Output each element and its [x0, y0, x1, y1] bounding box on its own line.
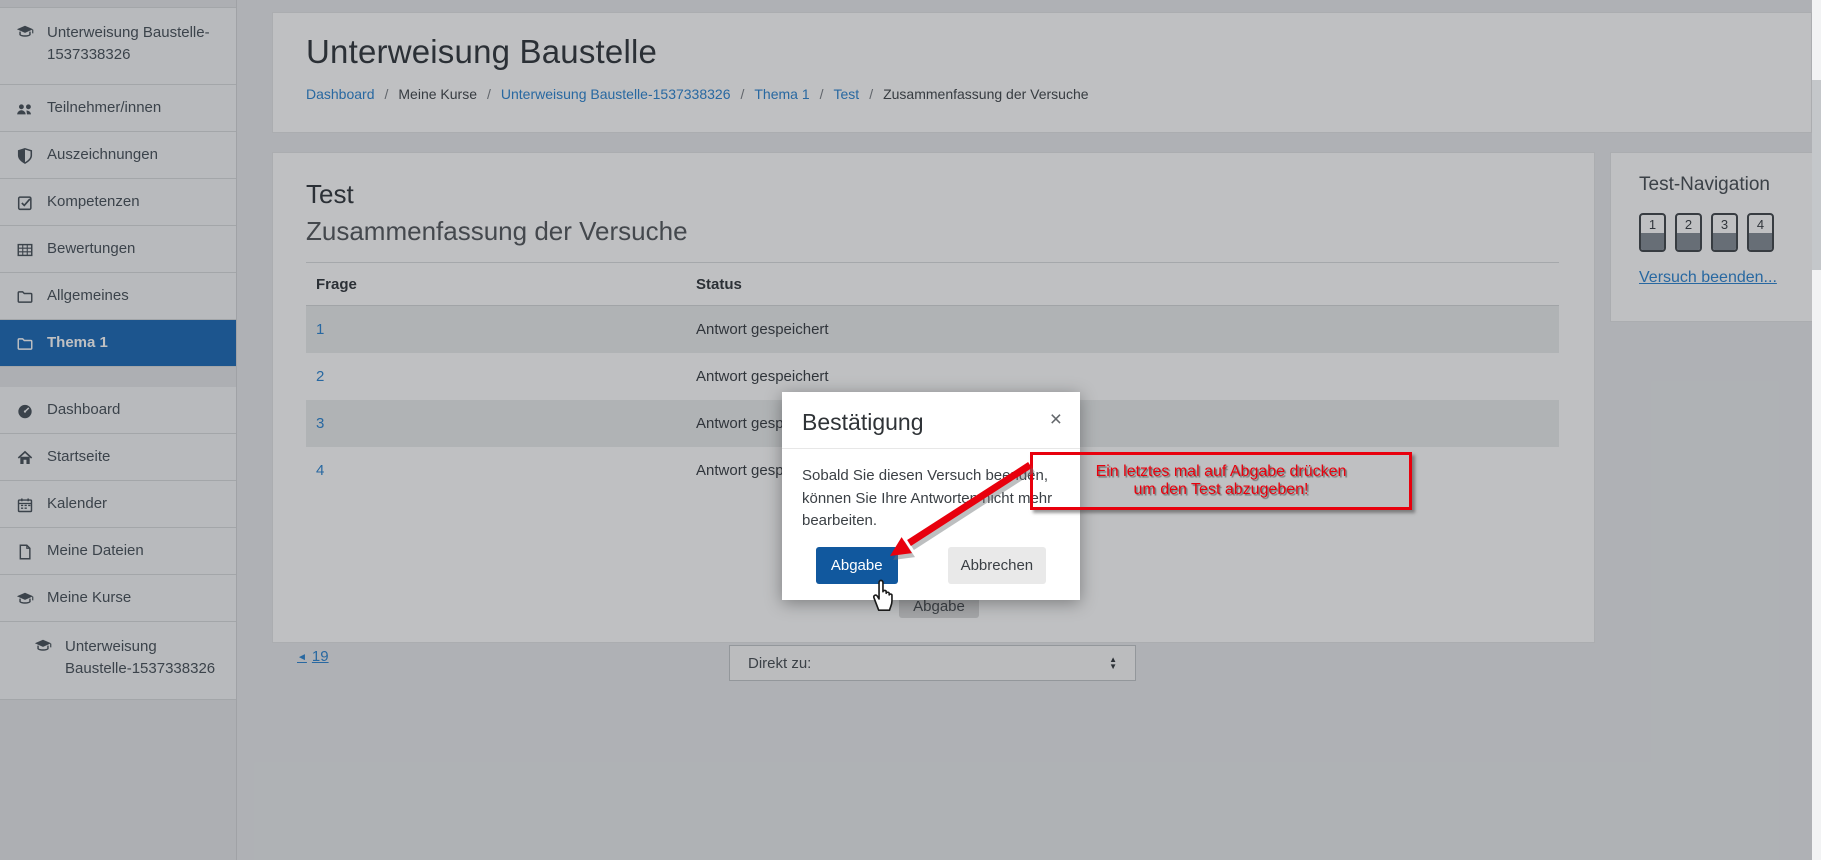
question-nav-number: 3: [1720, 216, 1729, 232]
sidebar-item-label: Teilnehmer/innen: [47, 99, 162, 117]
question-nav-buttons: 1 2 3 4: [1639, 213, 1821, 252]
sidebar-item-label: Startseite: [47, 448, 111, 466]
folder-icon: [17, 290, 33, 303]
summary-subheading: Zusammenfassung der Versuche: [306, 216, 1559, 263]
graduation-cap-icon: [34, 639, 52, 651]
question-nav-button-3[interactable]: 3: [1711, 213, 1738, 252]
home-icon: [17, 450, 33, 464]
answer-saved-indicator: [1749, 233, 1772, 250]
page-header: Unterweisung Baustelle DashboardMeine Ku…: [272, 12, 1812, 133]
file-icon: [19, 544, 31, 559]
graduation-cap-icon: [16, 592, 34, 604]
sidebar-item-dashboard[interactable]: Dashboard: [0, 387, 236, 434]
quiz-navigation-panel: Test-Navigation 1 2 3 4: [1610, 152, 1821, 322]
breadcrumb-thema1[interactable]: Thema 1: [730, 86, 809, 102]
breadcrumb-summary: Zusammenfassung der Versuche: [859, 86, 1088, 102]
page-title: Unterweisung Baustelle: [306, 33, 658, 70]
question-nav-button-1[interactable]: 1: [1639, 213, 1666, 252]
calendar-icon: [17, 498, 33, 512]
sidebar-item-label: Unterweisung Baustelle-1537338326: [47, 24, 210, 63]
close-icon[interactable]: ×: [1049, 408, 1062, 431]
question-1-link[interactable]: 1: [316, 321, 325, 338]
quiz-navigation-title: Test-Navigation: [1639, 174, 1770, 195]
folder-icon: [17, 337, 33, 350]
sidebar-item-label: Allgemeines: [47, 287, 129, 305]
sidebar-item-grades[interactable]: Bewertungen: [0, 226, 236, 273]
answer-saved-indicator: [1713, 233, 1736, 250]
table-row: 2 Antwort gespeichert: [306, 353, 1559, 400]
sidebar-item-competencies[interactable]: Kompetenzen: [0, 179, 236, 226]
sidebar-item-sitehome[interactable]: Startseite: [0, 434, 236, 481]
checkbox-icon: [17, 195, 32, 210]
question-nav-button-2[interactable]: 2: [1675, 213, 1702, 252]
breadcrumb-course[interactable]: Unterweisung Baustelle-1537338326: [477, 86, 731, 102]
question-2-status: Antwort gespeichert: [696, 368, 829, 385]
sidebar-item-badges[interactable]: Auszeichnungen: [0, 132, 236, 179]
sidebar-item-thema1[interactable]: Thema 1: [0, 320, 236, 367]
answer-saved-indicator: [1641, 233, 1664, 250]
users-icon: [17, 103, 31, 114]
sidebar-item-files[interactable]: Meine Dateien: [0, 528, 236, 575]
submit-button[interactable]: Abgabe: [815, 546, 898, 584]
quiz-heading: Test: [306, 179, 354, 209]
question-nav-number: 1: [1648, 216, 1657, 232]
table-icon: [17, 243, 33, 256]
sidebar-item-label: Kalender: [47, 495, 108, 513]
table-row: 1 Antwort gespeichert: [306, 305, 1559, 353]
modal-header: Bestätigung ×: [782, 392, 1080, 449]
tutorial-annotation-box: Ein letztes mal auf Abgabe drücken um de…: [1030, 452, 1412, 510]
sidebar-item-label: Meine Dateien: [47, 542, 144, 560]
shield-icon: [17, 147, 33, 164]
question-nav-number: 4: [1756, 216, 1765, 232]
breadcrumb-dashboard[interactable]: Dashboard: [306, 86, 375, 102]
breadcrumb-mycourses: Meine Kurse: [375, 86, 477, 102]
question-3-link[interactable]: 3: [316, 415, 325, 432]
finish-attempt-link[interactable]: Versuch beenden...: [1639, 269, 1777, 286]
jump-to-select[interactable]: Direkt zu:: [729, 645, 1136, 681]
sidebar-item-label: Auszeichnungen: [47, 146, 158, 164]
hand-cursor-icon: [873, 579, 893, 611]
cancel-button[interactable]: Abbrechen: [947, 546, 1047, 584]
question-4-link[interactable]: 4: [316, 462, 325, 479]
sidebar-item-course[interactable]: Unterweisung Baustelle-1537338326: [0, 7, 236, 85]
sidebar-item-label: Bewertungen: [47, 240, 136, 258]
previous-activity-link[interactable]: ◄ 19: [297, 648, 329, 665]
sidebar-item-mycourses[interactable]: Meine Kurse: [0, 575, 236, 622]
sidebar-item-course-sub[interactable]: Unterweisung Baustelle-1537338326: [0, 622, 236, 700]
column-header-status: Status: [686, 263, 1559, 306]
modal-footer: Abgabe Abbrechen: [782, 546, 1080, 584]
jump-to-label: Direkt zu:: [748, 654, 812, 672]
annotation-line-2: um den Test abzugeben!: [1133, 481, 1309, 498]
previous-activity-label: 19: [311, 648, 329, 665]
nav-drawer: Unterweisung Baustelle-1537338326 Teilne…: [0, 0, 237, 860]
sidebar-item-label: Meine Kurse: [47, 589, 132, 607]
sidebar-item-label: Unterweisung Baustelle-1537338326: [65, 638, 216, 677]
answer-saved-indicator: [1677, 233, 1700, 250]
sidebar-item-label: Kompetenzen: [47, 193, 140, 211]
sidebar-item-label: Dashboard: [47, 401, 121, 419]
sidebar-item-general[interactable]: Allgemeines: [0, 273, 236, 320]
scrollbar-track[interactable]: [1812, 0, 1821, 860]
annotation-line-1: Ein letztes mal auf Abgabe drücken: [1095, 463, 1347, 480]
scrollbar-thumb[interactable]: [1812, 80, 1821, 270]
sidebar-item-participants[interactable]: Teilnehmer/innen: [0, 85, 236, 132]
graduation-cap-icon: [16, 25, 34, 37]
question-nav-number: 2: [1684, 216, 1693, 232]
column-header-frage: Frage: [306, 263, 686, 306]
gauge-icon: [18, 404, 32, 418]
modal-title: Bestätigung: [802, 409, 924, 435]
breadcrumb-test[interactable]: Test: [810, 86, 860, 102]
red-arrow-icon: [890, 462, 1035, 560]
question-1-status: Antwort gespeichert: [696, 321, 829, 338]
question-nav-button-4[interactable]: 4: [1747, 213, 1774, 252]
left-arrow-icon: ◄: [297, 652, 307, 663]
sidebar-item-calendar[interactable]: Kalender: [0, 481, 236, 528]
sidebar-item-label: Thema 1: [47, 334, 108, 352]
question-2-link[interactable]: 2: [316, 368, 325, 385]
